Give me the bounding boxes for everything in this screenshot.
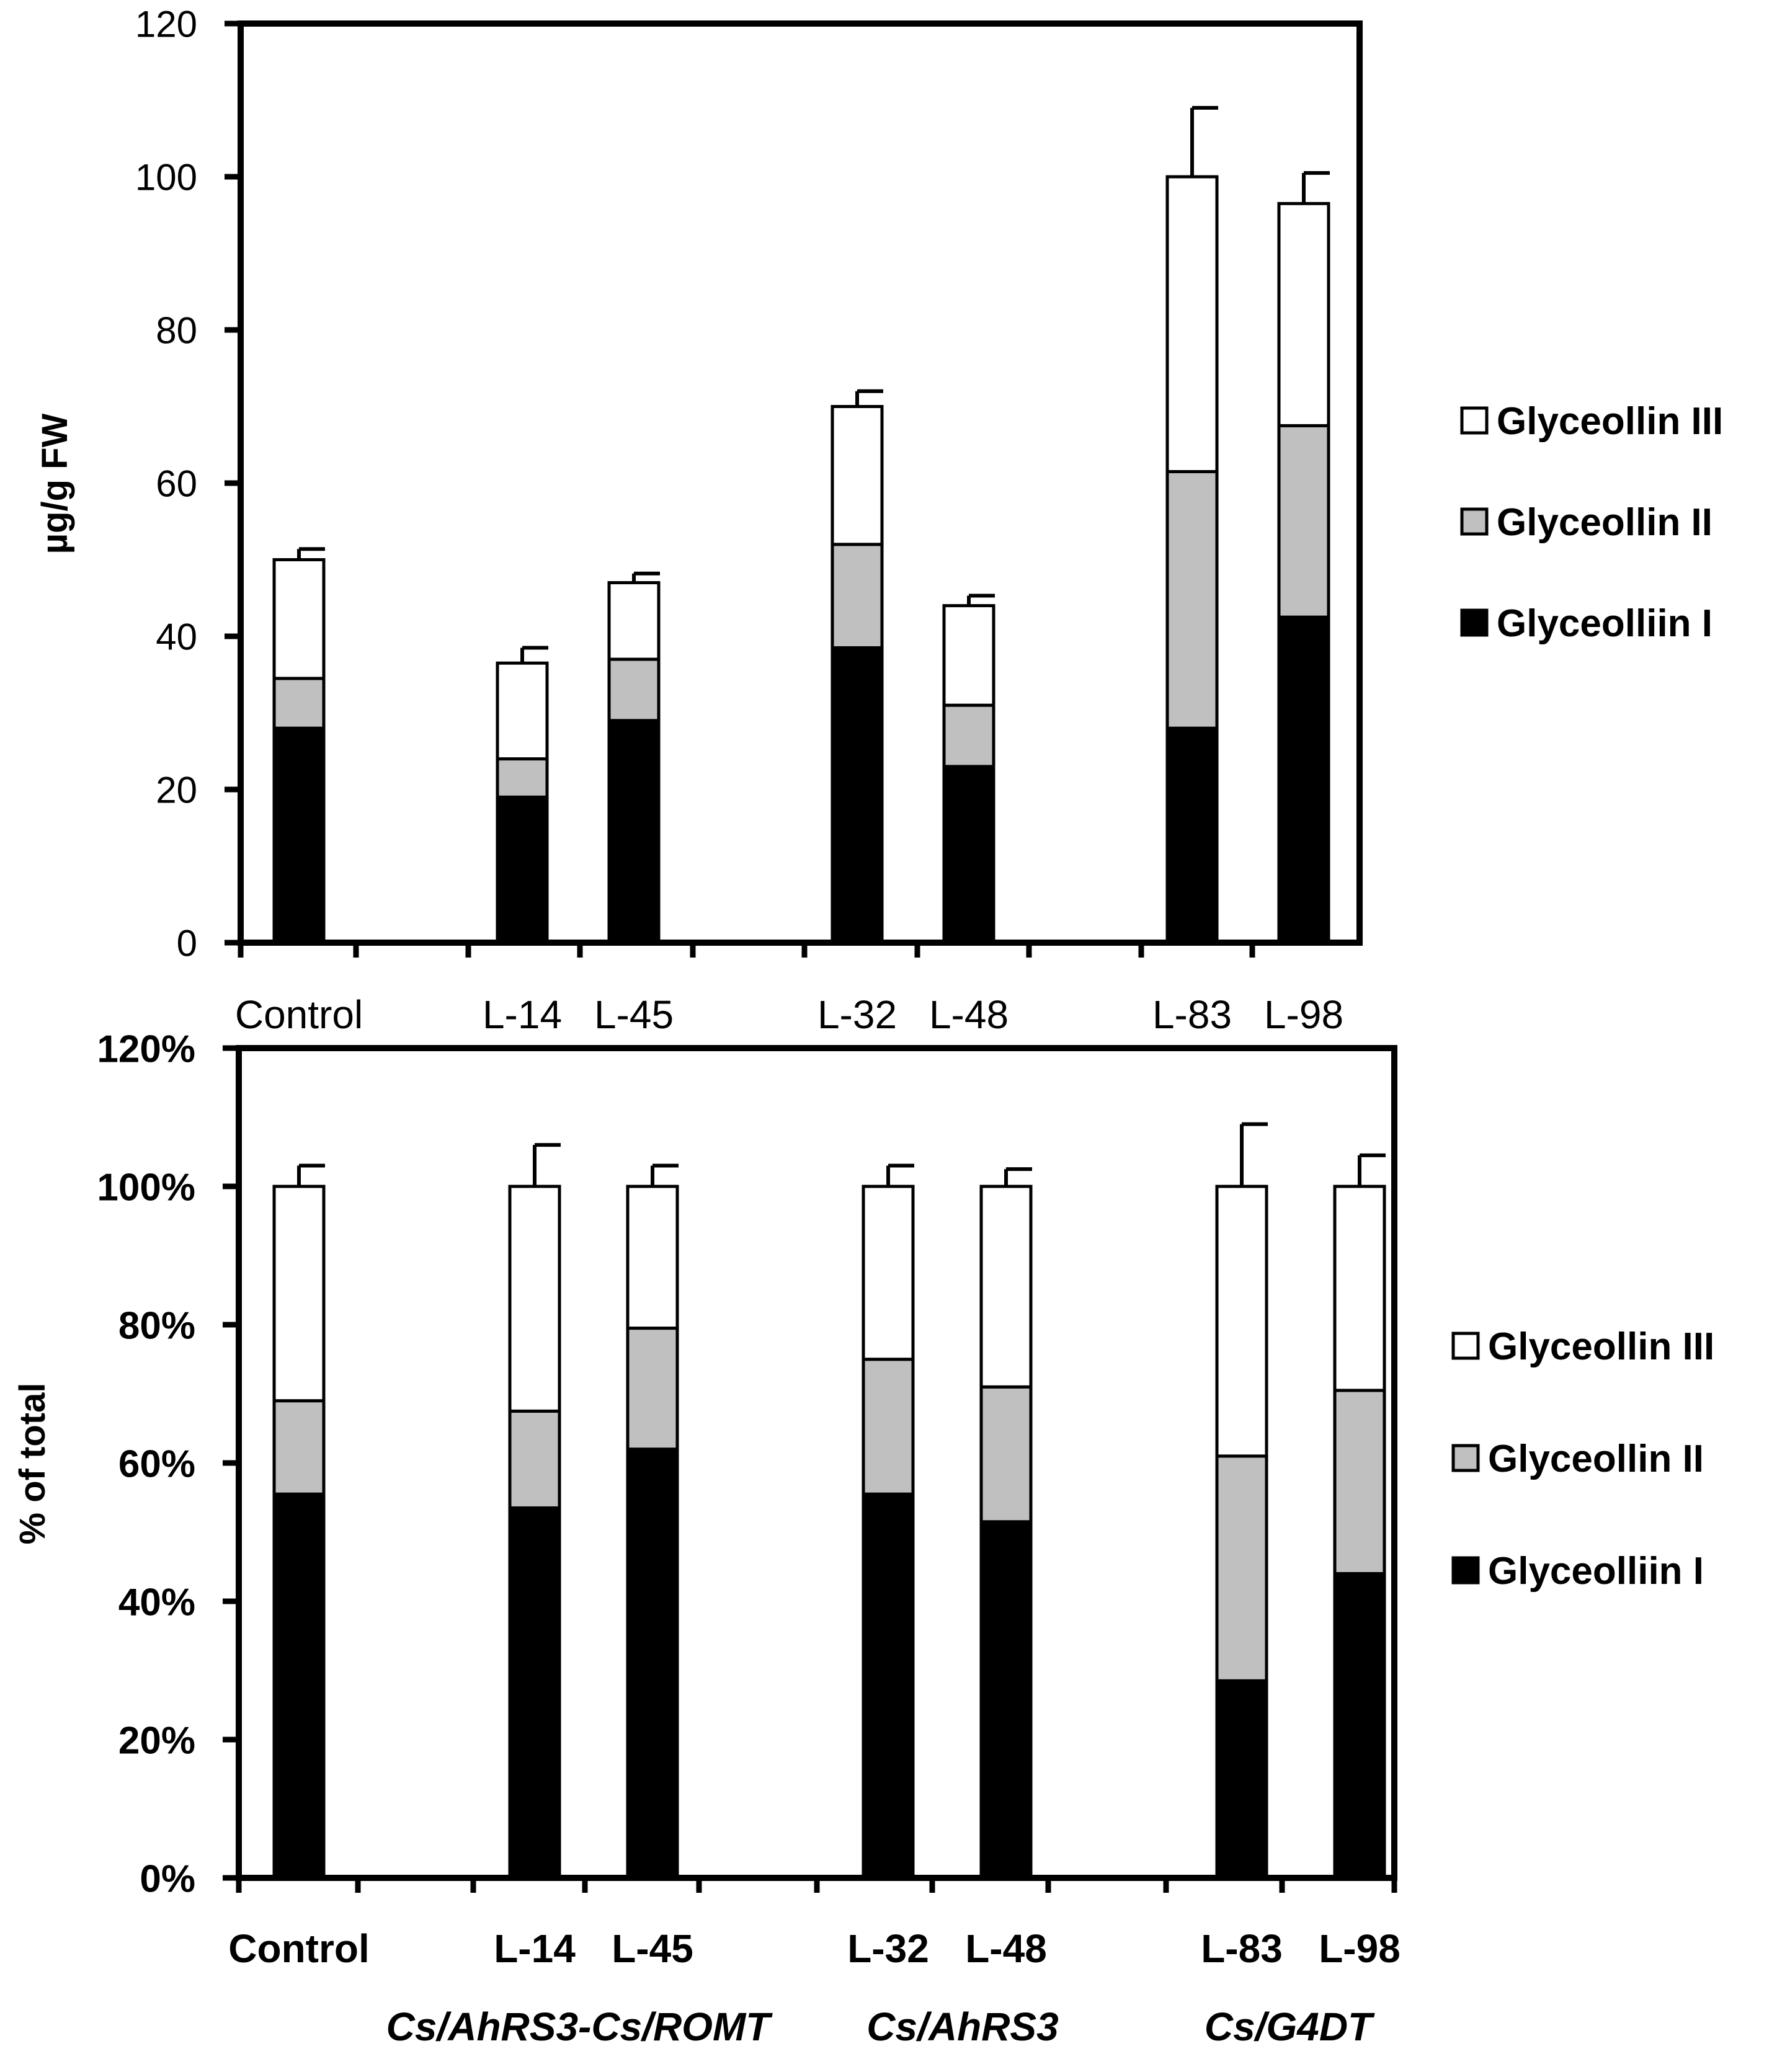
x-tick-label-top-l-14: L-14 <box>483 992 562 1037</box>
bar-top-l-45-glyceolliin-i <box>607 719 661 945</box>
y-tick-label-top-4: 80 <box>156 310 197 352</box>
legend-swatch-bottom-glyceollin-iii <box>1451 1332 1480 1360</box>
y-tick-label-bottom-3: 60% <box>118 1443 195 1485</box>
bar-bottom-l-98-glyceollin-iii <box>1333 1185 1386 1392</box>
legend-label-top-glyceollin-ii: Glyceollin II <box>1497 501 1712 544</box>
x-tick-label-top-l-98: L-98 <box>1264 992 1343 1037</box>
bar-top-l-98-glyceollin-ii <box>1277 424 1330 619</box>
x-tick-label-top-control: Control <box>235 992 363 1037</box>
x-tick-label-top-l-83: L-83 <box>1152 992 1232 1037</box>
y-tick-label-top-6: 120 <box>135 4 197 45</box>
x-tick-label-bottom-l-83: L-83 <box>1201 1926 1283 1971</box>
group-labels: Cs/AhRS3-Cs/ROMT Cs/AhRS3 Cs/G4DT <box>386 2004 1375 2049</box>
legend-top: Glyceollin III Glyceollin II Glyceolliin I <box>1460 400 1723 645</box>
bar-bottom-control-glyceolliin-i <box>272 1492 326 1880</box>
legend-label-top-glyceollin-iii: Glyceollin III <box>1497 400 1723 443</box>
bar-bottom-l-45-glyceollin-ii <box>626 1327 679 1451</box>
y-tick-label-bottom-1: 20% <box>118 1719 195 1762</box>
legend-label-bottom-glyceollin-ii: Glyceollin II <box>1488 1438 1704 1480</box>
bar-bottom-l-14-glyceollin-iii <box>508 1185 561 1413</box>
y-tick-label-bottom-5: 100% <box>97 1166 195 1209</box>
bar-top-l-83-glyceolliin-i <box>1165 726 1219 945</box>
y-axis-label-bottom: % of total <box>12 1383 53 1545</box>
legend-bottom: Glyceollin III Glyceollin II Glyceolliin I <box>1451 1325 1714 1593</box>
bar-top-l-45-glyceollin-iii <box>607 581 661 661</box>
y-tick-label-bottom-6: 120% <box>97 1028 195 1070</box>
chart-bottom-percent: 0% 20% 40% 60% 80% 100% 120% % of total Control L… <box>12 1028 1401 1971</box>
bar-top-l-48-glyceolliin-i <box>942 765 995 945</box>
bar-bottom-l-45-glyceollin-iii <box>626 1185 679 1330</box>
bar-bottom-l-48-glyceolliin-i <box>979 1520 1033 1880</box>
bar-top-l-32-glyceolliin-i <box>831 646 884 945</box>
bar-bottom-l-98-glyceollin-ii <box>1333 1389 1386 1575</box>
bar-bottom-l-48-glyceollin-iii <box>979 1185 1033 1389</box>
bar-bottom-l-98-glyceolliin-i <box>1333 1572 1386 1880</box>
legend-swatch-top-glyceollin-iii <box>1460 406 1489 435</box>
x-tick-label-bottom-l-14: L-14 <box>494 1926 576 1971</box>
y-tick-label-bottom-2: 40% <box>118 1581 195 1624</box>
x-tick-label-bottom-l-98: L-98 <box>1319 1926 1401 1971</box>
bar-top-l-98-glyceollin-iii <box>1277 202 1330 427</box>
x-tick-label-bottom-l-32: L-32 <box>847 1926 929 1971</box>
bar-bottom-l-32-glyceollin-ii <box>862 1358 915 1496</box>
bar-bottom-l-32-glyceollin-iii <box>862 1185 915 1361</box>
bar-top-control-glyceollin-ii <box>272 677 326 730</box>
y-tick-label-top-5: 100 <box>135 157 197 198</box>
x-tick-label-bottom-control: Control <box>228 1926 370 1971</box>
group-label-cs-ahrs3: Cs/AhRS3 <box>866 2004 1058 2049</box>
x-tick-label-top-l-48: L-48 <box>929 992 1009 1037</box>
bar-bottom-l-32-glyceolliin-i <box>862 1492 915 1880</box>
bar-top-l-98-glyceolliin-i <box>1277 615 1330 945</box>
bar-bottom-l-48-glyceollin-ii <box>979 1385 1033 1524</box>
legend-swatch-top-glyceolliin-i <box>1460 608 1489 637</box>
bar-bottom-l-14-glyceollin-ii <box>508 1409 561 1510</box>
x-tick-label-bottom-l-45: L-45 <box>612 1926 693 1971</box>
y-tick-label-top-0: 0 <box>177 923 197 964</box>
bar-bottom-control-glyceollin-ii <box>272 1399 326 1496</box>
bar-bottom-l-83-glyceolliin-i <box>1215 1679 1268 1880</box>
bar-top-l-45-glyceollin-ii <box>607 657 661 723</box>
legend-label-bottom-glyceollin-iii: Glyceollin III <box>1488 1325 1714 1368</box>
bar-top-control-glyceollin-iii <box>272 558 326 680</box>
group-label-cs-g4dt: Cs/G4DT <box>1205 2004 1375 2049</box>
bar-bottom-l-45-glyceolliin-i <box>626 1447 679 1880</box>
x-tick-label-top-l-45: L-45 <box>594 992 674 1037</box>
bar-top-l-32-glyceollin-ii <box>831 543 884 650</box>
y-tick-label-bottom-4: 80% <box>118 1304 195 1347</box>
y-tick-label-top-2: 40 <box>156 616 197 658</box>
y-tick-label-bottom-0: 0% <box>140 1857 195 1900</box>
bar-top-l-14-glyceollin-iii <box>496 661 549 761</box>
bar-bottom-l-83-glyceollin-iii <box>1215 1185 1268 1458</box>
bar-top-l-32-glyceollin-iii <box>831 405 884 546</box>
group-label-cs-ahrs3-cs-romt: Cs/AhRS3-Cs/ROMT <box>386 2004 773 2049</box>
legend-swatch-bottom-glyceolliin-i <box>1451 1556 1480 1585</box>
bar-bottom-l-83-glyceollin-ii <box>1215 1454 1268 1683</box>
legend-swatch-bottom-glyceollin-ii <box>1451 1444 1480 1472</box>
x-tick-label-top-l-32: L-32 <box>817 992 897 1037</box>
chart-top-amount: 0 20 40 60 80 100 120 µg/g FW Control L-14 L-45 L-3… <box>35 4 1363 1037</box>
y-tick-label-top-3: 60 <box>156 463 197 505</box>
legend-label-bottom-glyceolliin-i: Glyceolliin I <box>1488 1550 1704 1593</box>
legend-swatch-top-glyceollin-ii <box>1460 507 1489 536</box>
y-axis-label-top: µg/g FW <box>35 413 75 554</box>
bar-bottom-control-glyceollin-iii <box>272 1185 326 1403</box>
x-tick-label-bottom-l-48: L-48 <box>965 1926 1047 1971</box>
bar-top-l-83-glyceollin-ii <box>1165 469 1219 730</box>
bar-top-l-48-glyceollin-ii <box>942 703 995 768</box>
y-tick-label-top-1: 20 <box>156 770 197 811</box>
bar-bottom-l-14-glyceolliin-i <box>508 1506 561 1880</box>
bar-top-l-14-glyceolliin-i <box>496 795 549 945</box>
bar-top-control-glyceolliin-i <box>272 726 326 945</box>
bar-top-l-83-glyceollin-iii <box>1165 175 1219 473</box>
bar-top-l-48-glyceollin-iii <box>942 604 995 707</box>
bar-top-l-14-glyceollin-ii <box>496 757 549 799</box>
legend-label-top-glyceolliin-i: Glyceolliin I <box>1497 602 1712 645</box>
